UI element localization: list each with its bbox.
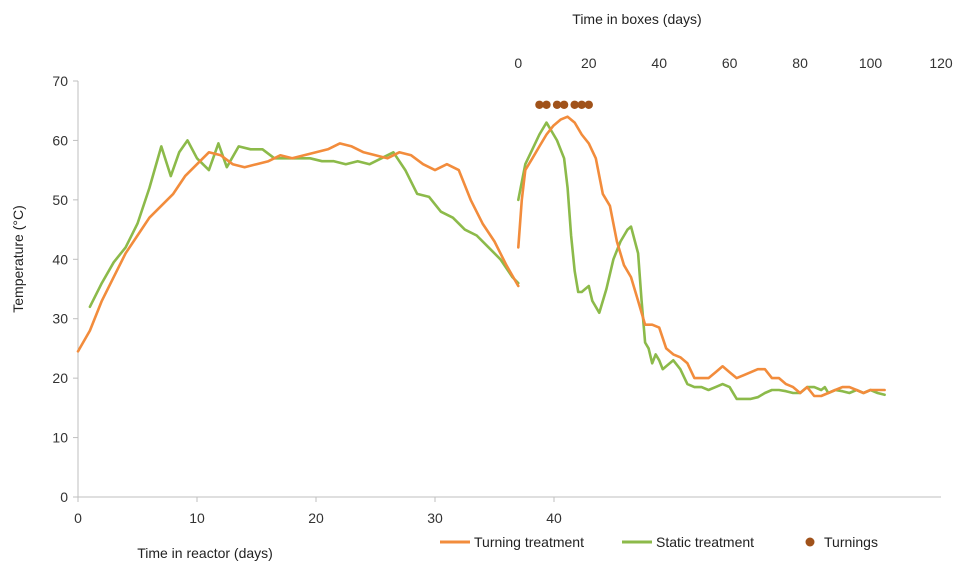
series-line-turning-boxes (517, 115, 886, 398)
y-tick-label: 40 (52, 251, 68, 267)
y-axis-ticks: 0 10 20 30 40 50 60 70 (52, 73, 78, 505)
turning-marker (559, 100, 569, 109)
top-x-tick-label: 120 (929, 55, 953, 71)
y-tick-label: 20 (52, 370, 68, 386)
bottom-x-tick-label: 30 (427, 510, 443, 526)
y-tick-label: 10 (52, 430, 68, 446)
top-x-axis-title: Time in boxes (days) (572, 11, 701, 27)
y-tick-label: 50 (52, 192, 68, 208)
bottom-x-tick-label: 10 (189, 510, 205, 526)
bottom-x-axis-title: Time in reactor (days) (137, 545, 273, 561)
turning-marker (542, 100, 551, 109)
turning-marker (584, 100, 593, 109)
bottom-x-tick-label: 0 (74, 510, 82, 526)
y-axis-title: Temperature (°C) (10, 205, 26, 313)
axes (77, 81, 941, 498)
bottom-x-axis-ticks: 0 10 20 30 40 (74, 497, 562, 526)
bottom-x-tick-label: 20 (308, 510, 324, 526)
legend: Turning treatment Static treatment Turni… (440, 534, 878, 550)
legend-label-turning: Turning treatment (474, 534, 584, 550)
top-x-tick-label: 80 (792, 55, 808, 71)
legend-label-static: Static treatment (656, 534, 754, 550)
turning-marker (535, 100, 544, 109)
top-x-tick-label: 20 (581, 55, 597, 71)
y-tick-label: 60 (52, 132, 68, 148)
series-line-static-reactor (88, 139, 520, 309)
turning-markers (535, 100, 593, 109)
top-x-tick-label: 100 (859, 55, 883, 71)
legend-label-turnings: Turnings (824, 534, 878, 550)
top-x-tick-label: 60 (722, 55, 738, 71)
legend-swatch-turnings (805, 537, 815, 547)
turning-marker (577, 100, 586, 109)
bottom-x-tick-label: 40 (546, 510, 562, 526)
top-x-tick-label: 0 (514, 55, 522, 71)
series-line-turning-reactor (76, 142, 520, 353)
series-lines (76, 115, 886, 401)
y-tick-label: 30 (52, 311, 68, 327)
top-x-axis-ticks: 0 20 40 60 80 100 120 (514, 55, 952, 71)
y-tick-label: 70 (52, 73, 68, 89)
top-x-tick-label: 40 (651, 55, 667, 71)
y-tick-label: 0 (60, 489, 68, 505)
turning-marker (552, 100, 562, 109)
turning-marker (570, 100, 579, 109)
series-line-static-boxes (517, 121, 886, 401)
